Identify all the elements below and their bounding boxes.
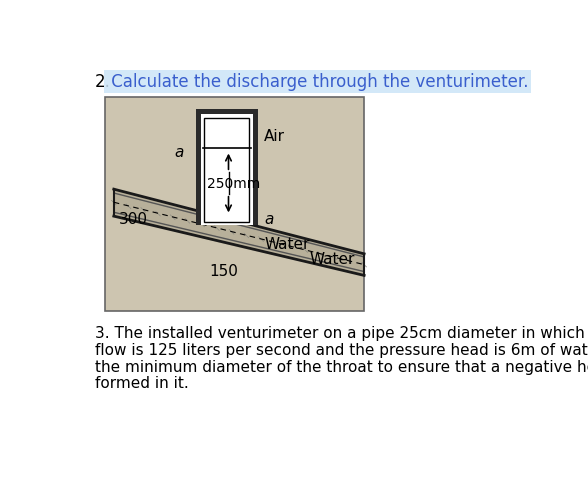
Text: Calculate the discharge through the venturimeter.: Calculate the discharge through the vent… — [106, 73, 529, 91]
Text: 150: 150 — [209, 264, 238, 278]
Text: the minimum diameter of the throat to ensure that a negative head will be: the minimum diameter of the throat to en… — [95, 359, 588, 374]
Text: a: a — [174, 144, 183, 159]
Text: 2.: 2. — [95, 73, 111, 91]
Bar — [205, 118, 249, 222]
Text: formed in it.: formed in it. — [95, 376, 189, 391]
Text: Water: Water — [310, 251, 355, 266]
Text: Water: Water — [264, 237, 309, 252]
Text: 3. The installed venturimeter on a pipe 25cm diameter in which the maximum: 3. The installed venturimeter on a pipe … — [95, 325, 588, 340]
Bar — [196, 110, 201, 225]
Text: Air: Air — [264, 129, 285, 144]
Polygon shape — [240, 222, 364, 276]
Text: a: a — [264, 212, 273, 227]
Bar — [196, 110, 258, 115]
Text: 250mm: 250mm — [207, 177, 260, 191]
Text: flow is 125 liters per second and the pressure head is 6m of water. Calculate: flow is 125 liters per second and the pr… — [95, 342, 588, 357]
Text: 300: 300 — [118, 212, 148, 227]
Bar — [105, 97, 364, 311]
Bar — [252, 110, 258, 225]
Bar — [201, 115, 252, 225]
Polygon shape — [114, 190, 240, 248]
